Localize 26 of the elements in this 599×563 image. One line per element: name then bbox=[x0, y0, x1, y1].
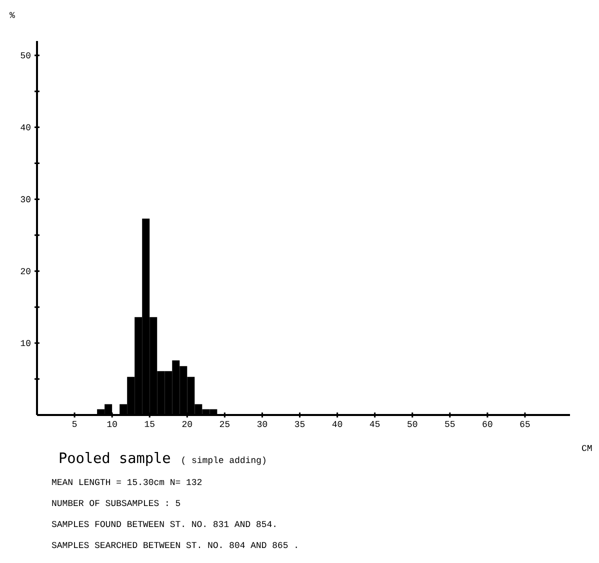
x-tick-label: 15 bbox=[144, 420, 154, 427]
y-tick-label: 40 bbox=[20, 124, 30, 130]
x-tick-label: 50 bbox=[408, 420, 418, 428]
x-tick-label: 20 bbox=[182, 420, 192, 428]
x-tick-label: 5 bbox=[72, 420, 77, 427]
text: NUMBER OF SUBSAMPLES : 5 bbox=[52, 500, 180, 506]
x-tick-label: 10 bbox=[107, 420, 117, 428]
y-tick-label: 50 bbox=[20, 52, 30, 58]
x-tick-label: 60 bbox=[482, 420, 492, 428]
x-tick-label: 65 bbox=[520, 420, 530, 428]
y-axis-title: % bbox=[10, 12, 15, 18]
x-tick-label: 35 bbox=[294, 420, 305, 428]
y-tick-label: 30 bbox=[20, 196, 30, 202]
y-tick-label: 10 bbox=[20, 340, 30, 346]
x-tick-label: 45 bbox=[370, 420, 380, 427]
y-tick-label: 20 bbox=[20, 268, 30, 274]
x-tick-label: 30 bbox=[257, 420, 268, 428]
text: Pooled sample bbox=[60, 452, 170, 466]
x-axis-title: CM bbox=[582, 444, 592, 452]
text: MEAN LENGTH = 15.30cm N= 132 bbox=[52, 478, 202, 486]
x-tick-label: 55 bbox=[445, 420, 455, 427]
text: ( simple adding) bbox=[182, 456, 266, 465]
text: SAMPLES FOUND BETWEEN ST. NO. 831 AND 854. bbox=[52, 520, 276, 528]
x-tick-label: 25 bbox=[220, 420, 230, 428]
x-tick-label: 40 bbox=[332, 420, 342, 428]
text: SAMPLES SEARCHED BETWEEN ST. NO. 804 AND 865 . bbox=[52, 542, 297, 548]
